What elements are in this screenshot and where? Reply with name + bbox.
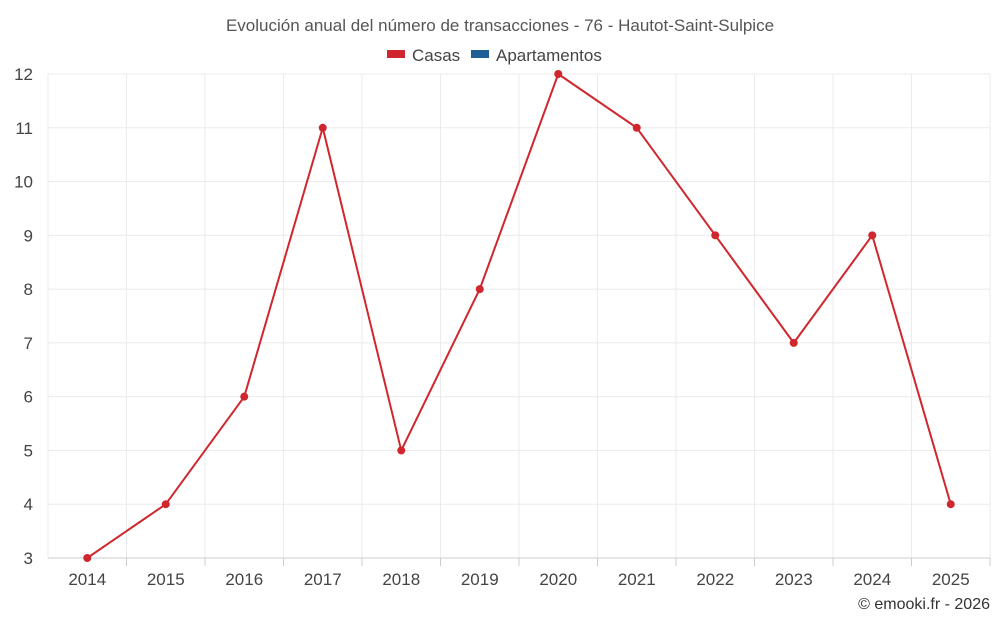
x-tick-label: 2018 [382, 570, 420, 589]
x-tick-label: 2014 [68, 570, 106, 589]
axes: 3 4 5 6 7 8 9 10 11 12 2014 2015 2016 2017 2018 2019 202… [14, 65, 991, 589]
y-tick-label: 10 [14, 173, 33, 192]
credit-text: © emooki.fr - 2026 [858, 596, 990, 613]
chart-title: Evolución anual del número de transaccio… [226, 16, 774, 35]
x-tick-label: 2024 [853, 570, 891, 589]
x-tick-label: 2017 [304, 570, 342, 589]
data-point-casas[interactable] [397, 446, 406, 455]
x-tick-label: 2025 [932, 570, 970, 589]
y-tick-label: 7 [24, 334, 33, 353]
series-layer [83, 70, 955, 562]
x-tick-label: 2015 [147, 570, 185, 589]
y-tick-label: 6 [24, 388, 33, 407]
y-tick-label: 4 [24, 495, 33, 514]
x-tick-label: 2019 [461, 570, 499, 589]
data-point-casas[interactable] [240, 392, 249, 401]
legend-swatch-casas [387, 50, 405, 58]
data-point-casas[interactable] [554, 70, 563, 78]
data-point-casas[interactable] [318, 123, 327, 132]
legend-label-apartamentos[interactable]: Apartamentos [496, 46, 602, 65]
data-point-casas[interactable] [789, 338, 798, 347]
legend-label-casas[interactable]: Casas [412, 46, 460, 65]
y-tick-label: 5 [24, 441, 33, 460]
y-tick-label: 12 [14, 65, 33, 84]
legend: Casas Apartamentos [387, 46, 602, 65]
data-point-casas[interactable] [161, 500, 170, 509]
data-point-casas[interactable] [83, 554, 92, 562]
data-point-casas[interactable] [632, 123, 641, 132]
x-tick-label: 2022 [696, 570, 734, 589]
y-tick-label: 11 [15, 119, 33, 138]
data-point-casas[interactable] [868, 231, 877, 240]
data-point-casas[interactable] [711, 231, 720, 240]
x-tick-label: 2020 [539, 570, 577, 589]
y-tick-label: 3 [24, 549, 33, 568]
x-tick-label: 2023 [775, 570, 813, 589]
series-line-casas [86, 73, 952, 559]
data-point-casas[interactable] [946, 500, 955, 509]
y-tick-label: 9 [24, 226, 33, 245]
data-point-casas[interactable] [475, 285, 484, 294]
legend-swatch-apartamentos [471, 50, 489, 58]
x-tick-label: 2016 [225, 570, 263, 589]
grid [47, 73, 991, 559]
x-tick-label: 2021 [618, 570, 656, 589]
y-tick-label: 8 [24, 280, 33, 299]
